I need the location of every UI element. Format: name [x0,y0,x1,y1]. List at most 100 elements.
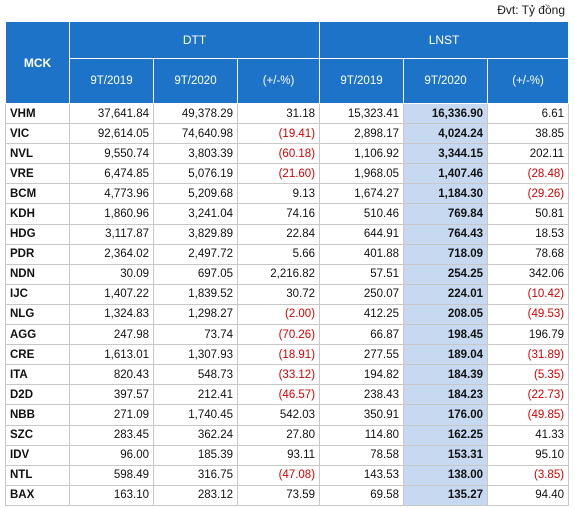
value-cell: 208.05 [403,303,489,326]
value-cell: 3,344.15 [403,143,489,165]
table-row: NDN 30.09 697.05 2,216.82 57.51 254.25 342.06 [5,263,570,285]
value-cell: 1,674.27 [319,183,405,205]
header-mck: MCK [5,21,70,104]
value-cell: 66.87 [319,324,405,346]
stock-code-cell: BAX [5,484,70,506]
value-cell: (33.12) [236,364,321,386]
value-cell: (60.18) [236,143,321,165]
value-cell: (49.53) [487,303,570,326]
value-cell: 27.80 [236,424,321,446]
value-cell: 4,773.96 [69,183,154,205]
value-cell: 598.49 [69,464,154,486]
value-cell: 542.03 [236,404,321,426]
value-cell: 73.59 [236,484,321,506]
value-cell: 1,324.83 [69,303,154,326]
value-cell: 1,298.27 [153,303,238,326]
value-cell: 74.16 [236,203,321,225]
value-cell: 2,364.02 [69,243,154,265]
value-cell: (29.26) [487,183,570,205]
value-cell: (21.60) [236,163,321,185]
table-row: NLG 1,324.83 1,298.27 (2.00) 412.25 208.05 (49… [5,303,570,326]
value-cell: (70.26) [236,324,321,346]
table-row: IDV 96.00 185.39 93.11 78.58 153.31 95.10 [5,444,570,466]
stock-code-cell: NDN [5,263,70,285]
table-row: VHM 37,641.84 49,378.29 31.18 15,323.41 16,33… [5,102,570,125]
value-cell: 38.85 [487,123,570,145]
value-cell: (28.48) [487,163,570,185]
table-row: AGG 247.98 73.74 (70.26) 66.87 198.45 196.79 [5,324,570,346]
value-cell: 202.11 [487,143,570,165]
value-cell: 1,740.45 [153,404,238,426]
table-row: HDG 3,117.87 3,829.89 22.84 644.91 764.43 18.5… [5,223,570,245]
value-cell: 254.25 [403,263,489,285]
value-cell: (2.00) [236,303,321,326]
value-cell: 143.53 [319,464,405,486]
stock-code-cell: PDR [5,243,70,265]
value-cell: 49,378.29 [153,102,238,125]
stock-code-cell: IJC [5,283,70,305]
value-cell: 3,241.04 [153,203,238,225]
header-group-dtt: DTT [68,21,321,59]
stock-code-cell: D2D [5,384,70,406]
value-cell: 271.09 [69,404,154,426]
value-cell: 95.10 [487,444,570,466]
value-cell: 31.18 [236,102,321,125]
value-cell: 1,407.46 [403,163,489,185]
header-group-lnst: LNST [319,21,570,59]
value-cell: (5.35) [487,364,570,386]
table-row: BCM 4,773.96 5,209.68 9.13 1,674.27 1,184.30(… [5,183,570,205]
value-cell: 153.31 [403,444,489,466]
value-cell: 277.55 [319,344,405,366]
value-cell: (3.85) [487,464,570,486]
value-cell: 212.41 [153,384,238,406]
value-cell: 2,216.82 [236,263,321,285]
value-cell: 1,407.22 [69,283,154,305]
value-cell: 1,184.30 [403,183,489,205]
value-cell: 397.57 [69,384,154,406]
value-cell: (47.08) [236,464,321,486]
value-cell: 94.40 [487,484,570,506]
value-cell: 9.13 [236,183,321,205]
value-cell: (46.57) [236,384,321,406]
stock-code-cell: BCM [5,183,70,205]
value-cell: 283.45 [69,424,154,446]
value-cell: 194.82 [319,364,405,386]
value-cell: (49.85) [487,404,570,426]
value-cell: (22.73) [487,384,570,406]
value-cell: 163.10 [69,484,154,506]
value-cell: 3,829.89 [153,223,238,245]
value-cell: 350.91 [319,404,405,426]
table-row: ITA 820.43 548.73 (33.12) 194.82 184.39 (5.35) [5,364,570,386]
stock-code-cell: SZC [5,424,70,446]
value-cell: 15,323.41 [319,102,405,125]
value-cell: (19.41) [236,123,321,145]
table-row: NVL 9,550.74 3,803.39 (60.18) 1,106.92 3,344.… [5,143,570,165]
value-cell: (10.42) [487,283,570,305]
value-cell: 6.61 [487,102,570,125]
value-cell: 3,803.39 [153,143,238,165]
value-cell: 3,117.87 [69,223,154,245]
value-cell: 176.00 [403,404,489,426]
value-cell: 37,641.84 [69,102,154,125]
table-row: VRE 6,474.85 5,076.19 (21.60) 1,968.05 1,407.… [5,163,570,185]
header-col: 9T/2019 [69,58,154,104]
table-row: KDH 1,860.96 3,241.04 74.16 510.46 769.84 50.8… [5,203,570,225]
stock-code-cell: AGG [5,324,70,346]
value-cell: 196.79 [487,324,570,346]
table-row: NTL 598.49 316.75 (47.08) 143.53 138.00 (3.85) [5,464,570,486]
header-col: 9T/2020 [153,58,238,104]
value-cell: 114.80 [319,424,405,446]
value-cell: 718.09 [403,243,489,265]
header-col: 9T/2019 [319,58,405,104]
value-cell: (31.89) [487,344,570,366]
value-cell: 412.25 [319,303,405,326]
value-cell: 198.45 [403,324,489,346]
value-cell: 5,076.19 [153,163,238,185]
value-cell: 1,613.01 [69,344,154,366]
value-cell: 9,550.74 [69,143,154,165]
value-cell: 93.11 [236,444,321,466]
value-cell: 57.51 [319,263,405,285]
value-cell: 185.39 [153,444,238,466]
value-cell: 764.43 [403,223,489,245]
stock-code-cell: HDG [5,223,70,245]
